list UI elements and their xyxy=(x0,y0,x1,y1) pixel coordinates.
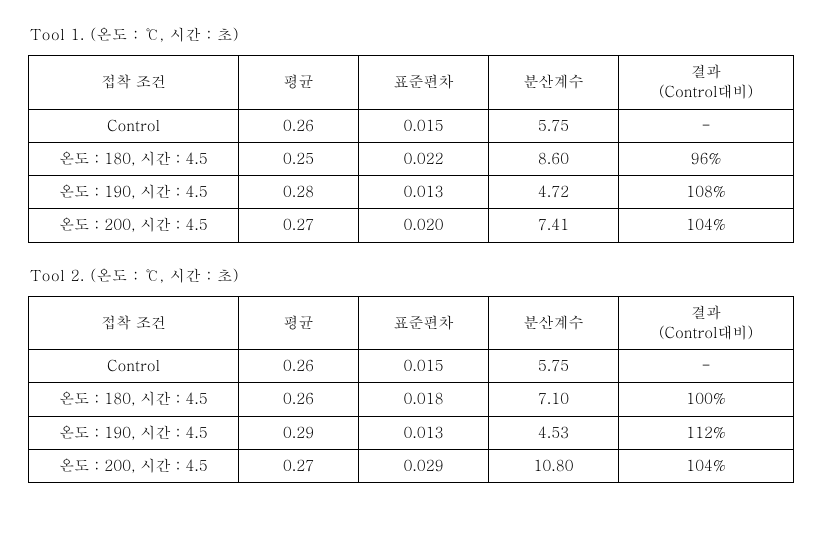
cell-result: 104% xyxy=(619,209,794,242)
cell-mean: 0.29 xyxy=(239,416,359,449)
cell-result: - xyxy=(619,350,794,383)
col-result: 결과 (Control대비) xyxy=(619,296,794,350)
col-mean: 평균 xyxy=(239,56,359,110)
cell-condition: 온도 : 190, 시간 : 4.5 xyxy=(29,416,239,449)
col-cv: 분산계수 xyxy=(489,56,619,110)
cell-cv: 5.75 xyxy=(489,350,619,383)
cell-mean: 0.26 xyxy=(239,383,359,416)
cell-mean: 0.28 xyxy=(239,176,359,209)
table-row: Control 0.26 0.015 5.75 - xyxy=(29,109,794,142)
cell-condition: 온도 : 200, 시간 : 4.5 xyxy=(29,209,239,242)
table2-caption: Tool 2. (온도 : ℃, 시간 : 초) xyxy=(30,265,797,286)
cell-result: 96% xyxy=(619,142,794,175)
cell-cv: 7.10 xyxy=(489,383,619,416)
col-mean: 평균 xyxy=(239,296,359,350)
cell-mean: 0.26 xyxy=(239,350,359,383)
cell-condition: 온도 : 180, 시간 : 4.5 xyxy=(29,383,239,416)
col-cv: 분산계수 xyxy=(489,296,619,350)
cell-stdev: 0.013 xyxy=(359,176,489,209)
cell-mean: 0.27 xyxy=(239,209,359,242)
result-label-line1: 결과 xyxy=(691,61,721,82)
cell-condition: 온도 : 180, 시간 : 4.5 xyxy=(29,142,239,175)
table-header-row: 접착 조건 평균 표준편차 분산계수 결과 (Control대비) xyxy=(29,296,794,350)
table-row: 온도 : 190, 시간 : 4.5 0.28 0.013 4.72 108% xyxy=(29,176,794,209)
cell-result: 100% xyxy=(619,383,794,416)
cell-stdev: 0.015 xyxy=(359,109,489,142)
cell-condition: Control xyxy=(29,350,239,383)
cell-cv: 4.53 xyxy=(489,416,619,449)
table1-caption: Tool 1. (온도 : ℃, 시간 : 초) xyxy=(30,24,797,45)
cell-cv: 8.60 xyxy=(489,142,619,175)
cell-mean: 0.27 xyxy=(239,449,359,482)
cell-stdev: 0.013 xyxy=(359,416,489,449)
cell-condition: Control xyxy=(29,109,239,142)
cell-cv: 10.80 xyxy=(489,449,619,482)
cell-result: 104% xyxy=(619,449,794,482)
cell-stdev: 0.022 xyxy=(359,142,489,175)
cell-condition: 온도 : 200, 시간 : 4.5 xyxy=(29,449,239,482)
cell-result: - xyxy=(619,109,794,142)
cell-stdev: 0.029 xyxy=(359,449,489,482)
table-row: 온도 : 200, 시간 : 4.5 0.27 0.029 10.80 104% xyxy=(29,449,794,482)
col-condition: 접착 조건 xyxy=(29,56,239,110)
table-header-row: 접착 조건 평균 표준편차 분산계수 결과 (Control대비) xyxy=(29,56,794,110)
cell-stdev: 0.018 xyxy=(359,383,489,416)
table-row: 온도 : 180, 시간 : 4.5 0.25 0.022 8.60 96% xyxy=(29,142,794,175)
table-row: 온도 : 180, 시간 : 4.5 0.26 0.018 7.10 100% xyxy=(29,383,794,416)
cell-condition: 온도 : 190, 시간 : 4.5 xyxy=(29,176,239,209)
result-label-line1: 결과 xyxy=(691,302,721,323)
table-row: 온도 : 190, 시간 : 4.5 0.29 0.013 4.53 112% xyxy=(29,416,794,449)
data-table-1: 접착 조건 평균 표준편차 분산계수 결과 (Control대비) Contro… xyxy=(28,55,794,243)
data-table-2: 접착 조건 평균 표준편차 분산계수 결과 (Control대비) Contro… xyxy=(28,296,794,484)
cell-stdev: 0.015 xyxy=(359,350,489,383)
col-result: 결과 (Control대비) xyxy=(619,56,794,110)
cell-result: 112% xyxy=(619,416,794,449)
cell-cv: 7.41 xyxy=(489,209,619,242)
table-row: 온도 : 200, 시간 : 4.5 0.27 0.020 7.41 104% xyxy=(29,209,794,242)
cell-mean: 0.26 xyxy=(239,109,359,142)
result-label-line2: (Control대비) xyxy=(659,81,753,102)
cell-result: 108% xyxy=(619,176,794,209)
col-stdev: 표준편차 xyxy=(359,296,489,350)
cell-mean: 0.25 xyxy=(239,142,359,175)
cell-cv: 5.75 xyxy=(489,109,619,142)
cell-cv: 4.72 xyxy=(489,176,619,209)
cell-stdev: 0.020 xyxy=(359,209,489,242)
table-row: Control 0.26 0.015 5.75 - xyxy=(29,350,794,383)
col-stdev: 표준편차 xyxy=(359,56,489,110)
col-condition: 접착 조건 xyxy=(29,296,239,350)
result-label-line2: (Control대비) xyxy=(659,322,753,343)
